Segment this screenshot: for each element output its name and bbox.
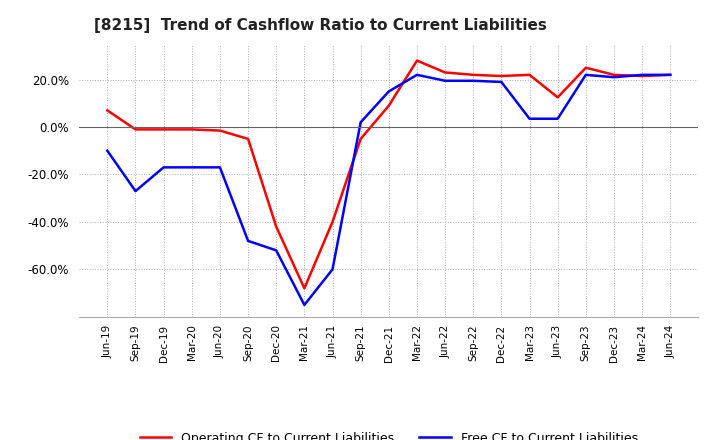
Operating CF to Current Liabilities xyxy=(441,70,449,75)
Operating CF to Current Liabilities xyxy=(131,127,140,132)
Line: Free CF to Current Liabilities: Free CF to Current Liabilities xyxy=(107,75,670,305)
Free CF to Current Liabilities xyxy=(582,72,590,77)
Free CF to Current Liabilities xyxy=(525,116,534,121)
Operating CF to Current Liabilities xyxy=(300,286,309,291)
Free CF to Current Liabilities xyxy=(384,89,393,94)
Free CF to Current Liabilities xyxy=(187,165,196,170)
Operating CF to Current Liabilities xyxy=(582,65,590,70)
Free CF to Current Liabilities xyxy=(469,78,477,84)
Operating CF to Current Liabilities xyxy=(328,219,337,224)
Free CF to Current Liabilities xyxy=(328,267,337,272)
Operating CF to Current Liabilities xyxy=(610,72,618,77)
Free CF to Current Liabilities xyxy=(131,188,140,194)
Free CF to Current Liabilities xyxy=(666,72,675,77)
Free CF to Current Liabilities xyxy=(638,72,647,77)
Free CF to Current Liabilities xyxy=(300,302,309,308)
Free CF to Current Liabilities xyxy=(103,148,112,154)
Line: Operating CF to Current Liabilities: Operating CF to Current Liabilities xyxy=(107,61,670,288)
Operating CF to Current Liabilities xyxy=(187,127,196,132)
Free CF to Current Liabilities xyxy=(159,165,168,170)
Operating CF to Current Liabilities xyxy=(666,72,675,77)
Operating CF to Current Liabilities xyxy=(215,128,224,133)
Operating CF to Current Liabilities xyxy=(525,72,534,77)
Operating CF to Current Liabilities xyxy=(384,103,393,108)
Operating CF to Current Liabilities xyxy=(272,224,281,229)
Free CF to Current Liabilities xyxy=(554,116,562,121)
Free CF to Current Liabilities xyxy=(497,79,505,84)
Operating CF to Current Liabilities xyxy=(497,73,505,79)
Operating CF to Current Liabilities xyxy=(103,108,112,113)
Operating CF to Current Liabilities xyxy=(469,72,477,77)
Operating CF to Current Liabilities xyxy=(244,136,253,142)
Free CF to Current Liabilities xyxy=(441,78,449,84)
Legend: Operating CF to Current Liabilities, Free CF to Current Liabilities: Operating CF to Current Liabilities, Fre… xyxy=(135,427,643,440)
Operating CF to Current Liabilities xyxy=(413,58,421,63)
Operating CF to Current Liabilities xyxy=(554,95,562,100)
Free CF to Current Liabilities xyxy=(272,248,281,253)
Free CF to Current Liabilities xyxy=(356,120,365,125)
Free CF to Current Liabilities xyxy=(244,238,253,243)
Operating CF to Current Liabilities xyxy=(356,136,365,142)
Free CF to Current Liabilities xyxy=(610,74,618,80)
Free CF to Current Liabilities xyxy=(413,72,421,77)
Operating CF to Current Liabilities xyxy=(638,73,647,79)
Free CF to Current Liabilities xyxy=(215,165,224,170)
Text: [8215]  Trend of Cashflow Ratio to Current Liabilities: [8215] Trend of Cashflow Ratio to Curren… xyxy=(94,18,546,33)
Operating CF to Current Liabilities xyxy=(159,127,168,132)
